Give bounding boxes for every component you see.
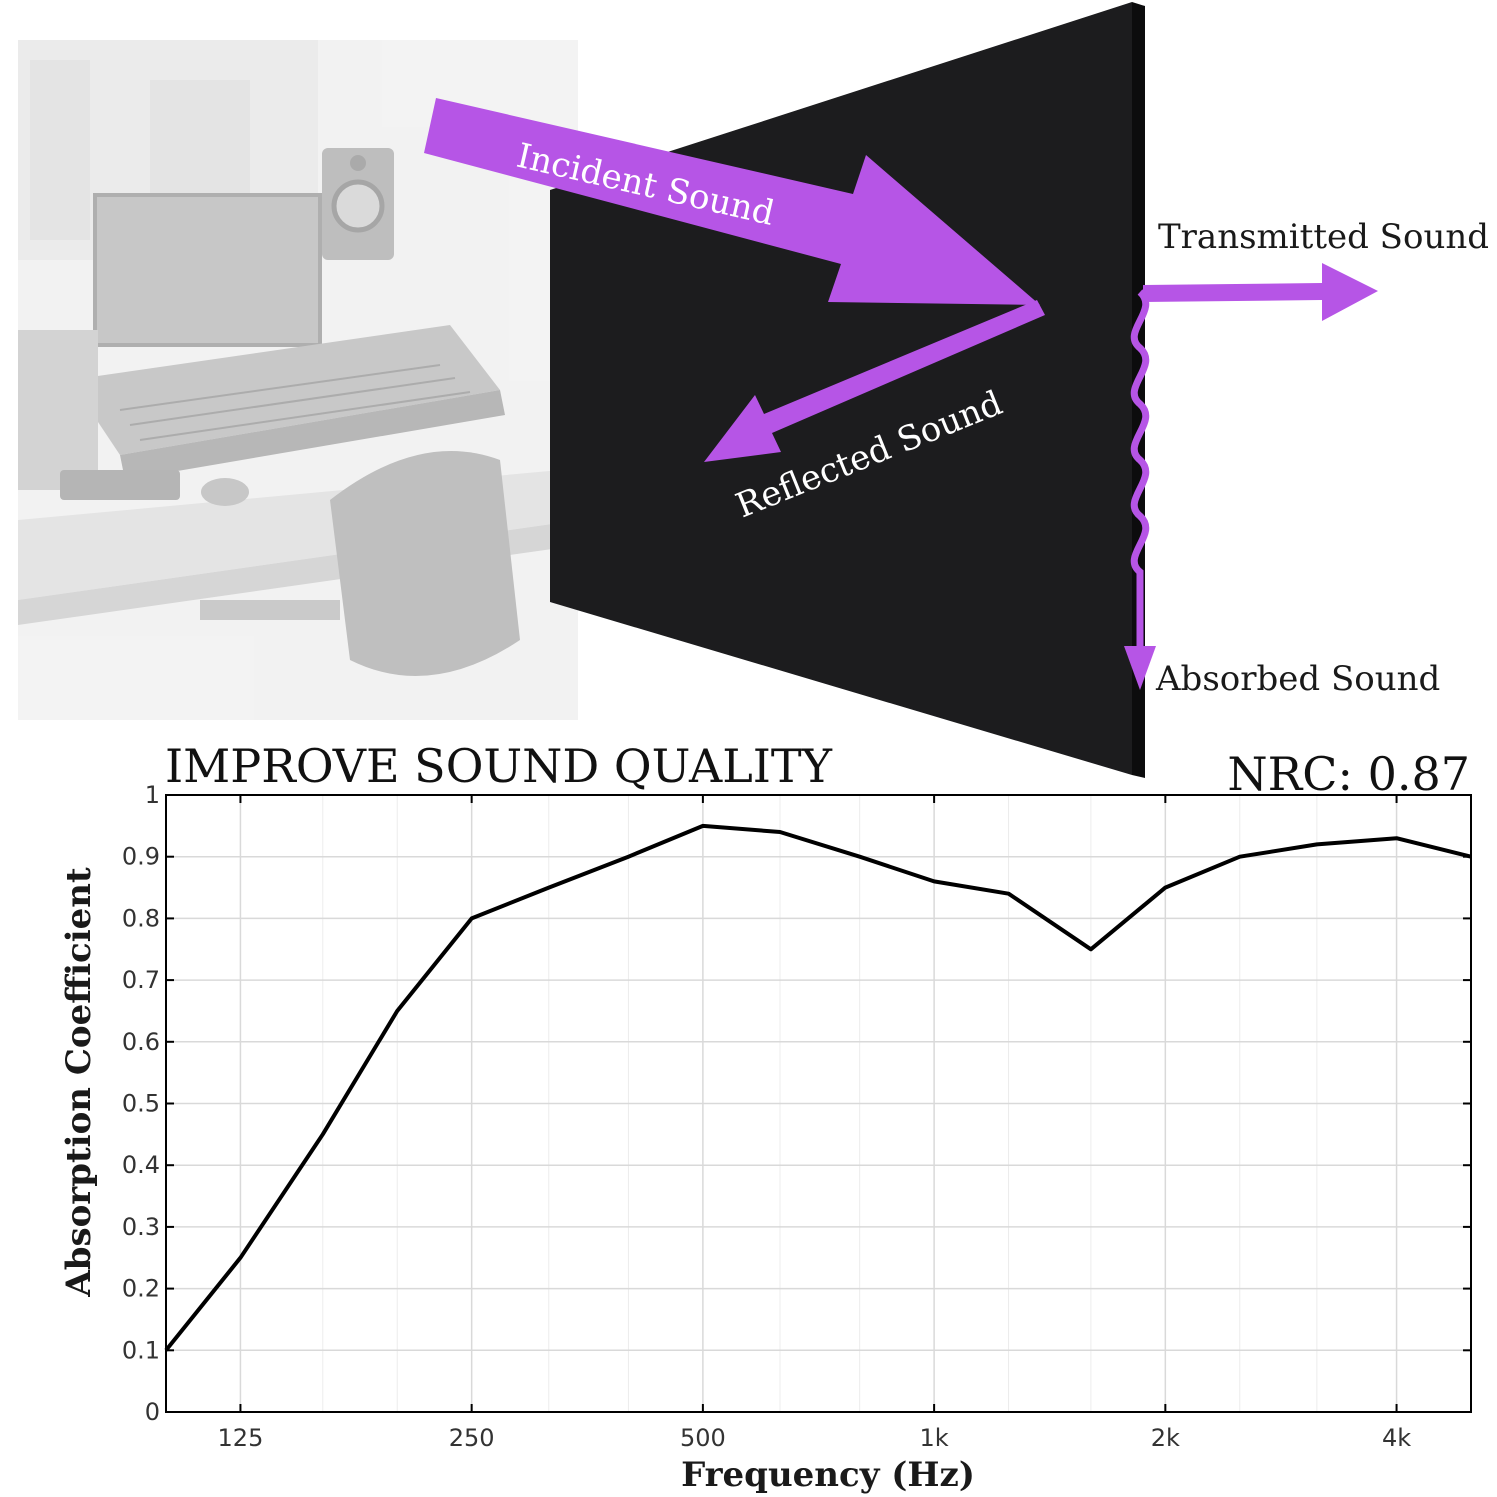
x-tick-label: 2k bbox=[1151, 1424, 1180, 1452]
y-tick-label: 0 bbox=[145, 1398, 160, 1426]
series-line bbox=[164, 823, 1472, 1352]
x-tick-label: 250 bbox=[449, 1424, 495, 1452]
incident-arrow bbox=[424, 98, 1040, 305]
reflected-arrow bbox=[704, 300, 1045, 462]
absorbed-wave bbox=[1124, 289, 1156, 690]
y-tick-label: 0.9 bbox=[122, 843, 160, 871]
y-tick-label: 0.2 bbox=[122, 1275, 160, 1303]
y-tick-label: 0.7 bbox=[122, 966, 160, 994]
y-axis-label: Absorption Coefficient bbox=[59, 867, 99, 1298]
x-tick-label: 500 bbox=[680, 1424, 726, 1452]
y-tick-label: 0.1 bbox=[122, 1336, 160, 1364]
sound-illustration: Incident Sound Reflected Sound Transmitt… bbox=[18, 2, 1489, 778]
y-tick-label: 0.5 bbox=[122, 1090, 160, 1118]
y-tick-label: 0.8 bbox=[122, 904, 160, 932]
plot-frame bbox=[165, 794, 1472, 1413]
x-axis-label: Frequency (Hz) bbox=[681, 1455, 975, 1495]
x-tick-label: 125 bbox=[218, 1424, 264, 1452]
transmitted-arrow bbox=[1143, 263, 1378, 321]
transmitted-label: Transmitted Sound bbox=[1158, 217, 1489, 257]
absorbed-label: Absorbed Sound bbox=[1155, 659, 1440, 699]
nrc-label: NRC: 0.87 bbox=[1227, 747, 1470, 801]
chart-title: IMPROVE SOUND QUALITY bbox=[165, 739, 833, 793]
x-tick-label: 4k bbox=[1382, 1424, 1411, 1452]
y-tick-label: 0.6 bbox=[122, 1028, 160, 1056]
y-tick-label: 0.3 bbox=[122, 1213, 160, 1241]
x-tick-label: 1k bbox=[920, 1424, 949, 1452]
y-tick-label: 0.4 bbox=[122, 1151, 160, 1179]
y-tick-label: 1 bbox=[145, 781, 160, 809]
